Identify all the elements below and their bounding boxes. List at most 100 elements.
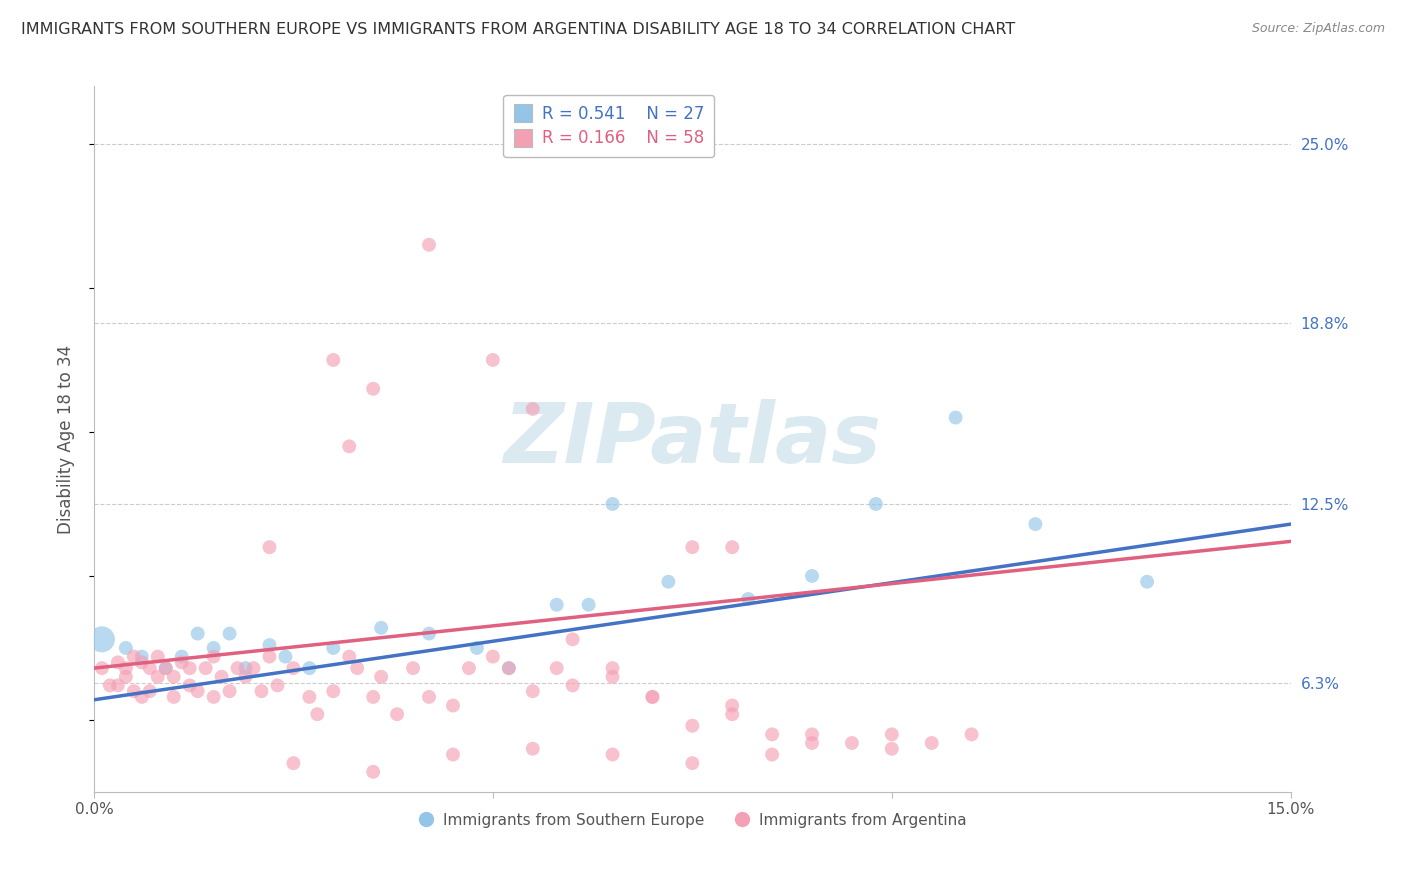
Point: [146, 670, 169, 684]
Point: [107, 678, 129, 692]
Point: [482, 353, 505, 368]
Point: [602, 747, 624, 762]
Point: [681, 540, 703, 554]
Point: [187, 626, 209, 640]
Point: [163, 690, 186, 704]
Point: [307, 707, 329, 722]
Point: [641, 690, 664, 704]
Point: [681, 719, 703, 733]
Point: [259, 638, 281, 652]
Point: [841, 736, 863, 750]
Point: [370, 670, 392, 684]
Point: [115, 661, 138, 675]
Point: [298, 690, 321, 704]
Point: [880, 727, 903, 741]
Point: [418, 626, 440, 640]
Point: [561, 678, 583, 692]
Point: [98, 678, 121, 692]
Point: [361, 382, 384, 396]
Point: [131, 690, 153, 704]
Text: IMMIGRANTS FROM SOUTHERN EUROPE VS IMMIGRANTS FROM ARGENTINA DISABILITY AGE 18 T: IMMIGRANTS FROM SOUTHERN EUROPE VS IMMIG…: [21, 22, 1015, 37]
Point: [242, 661, 264, 675]
Point: [482, 649, 505, 664]
Point: [465, 640, 488, 655]
Point: [721, 707, 744, 722]
Point: [498, 661, 520, 675]
Point: [602, 497, 624, 511]
Point: [522, 684, 544, 698]
Point: [179, 661, 201, 675]
Point: [115, 640, 138, 655]
Point: [361, 690, 384, 704]
Point: [1136, 574, 1159, 589]
Point: [202, 649, 225, 664]
Point: [458, 661, 481, 675]
Point: [361, 764, 384, 779]
Point: [681, 756, 703, 771]
Point: [146, 649, 169, 664]
Point: [721, 698, 744, 713]
Point: [194, 661, 217, 675]
Point: [187, 684, 209, 698]
Point: [945, 410, 967, 425]
Point: [546, 661, 568, 675]
Point: [155, 661, 177, 675]
Point: [250, 684, 273, 698]
Point: [801, 569, 824, 583]
Point: [546, 598, 568, 612]
Point: [155, 661, 177, 675]
Point: [641, 690, 664, 704]
Point: [921, 736, 943, 750]
Point: [1024, 517, 1046, 532]
Point: [218, 626, 240, 640]
Point: [522, 401, 544, 416]
Point: [322, 640, 344, 655]
Point: [298, 661, 321, 675]
Point: [283, 661, 305, 675]
Point: [761, 747, 783, 762]
Point: [122, 684, 145, 698]
Point: [107, 656, 129, 670]
Text: ZIPatlas: ZIPatlas: [503, 399, 882, 480]
Point: [274, 649, 297, 664]
Point: [90, 661, 112, 675]
Point: [259, 540, 281, 554]
Point: [211, 670, 233, 684]
Point: [163, 670, 186, 684]
Point: [115, 670, 138, 684]
Point: [960, 727, 983, 741]
Point: [322, 353, 344, 368]
Point: [657, 574, 679, 589]
Point: [602, 661, 624, 675]
Point: [170, 649, 193, 664]
Point: [322, 684, 344, 698]
Point: [721, 540, 744, 554]
Point: [418, 690, 440, 704]
Point: [202, 690, 225, 704]
Point: [561, 632, 583, 647]
Point: [202, 640, 225, 655]
Point: [370, 621, 392, 635]
Point: [337, 439, 360, 453]
Point: [235, 661, 257, 675]
Point: [266, 678, 288, 692]
Point: [218, 684, 240, 698]
Point: [737, 592, 759, 607]
Y-axis label: Disability Age 18 to 34: Disability Age 18 to 34: [58, 344, 75, 533]
Point: [337, 649, 360, 664]
Point: [235, 670, 257, 684]
Point: [602, 670, 624, 684]
Point: [402, 661, 425, 675]
Point: [122, 649, 145, 664]
Point: [170, 656, 193, 670]
Point: [226, 661, 249, 675]
Point: [441, 747, 464, 762]
Point: [801, 727, 824, 741]
Point: [259, 649, 281, 664]
Legend: Immigrants from Southern Europe, Immigrants from Argentina: Immigrants from Southern Europe, Immigra…: [412, 806, 973, 834]
Point: [578, 598, 600, 612]
Point: [131, 649, 153, 664]
Point: [139, 684, 162, 698]
Point: [865, 497, 887, 511]
Point: [498, 661, 520, 675]
